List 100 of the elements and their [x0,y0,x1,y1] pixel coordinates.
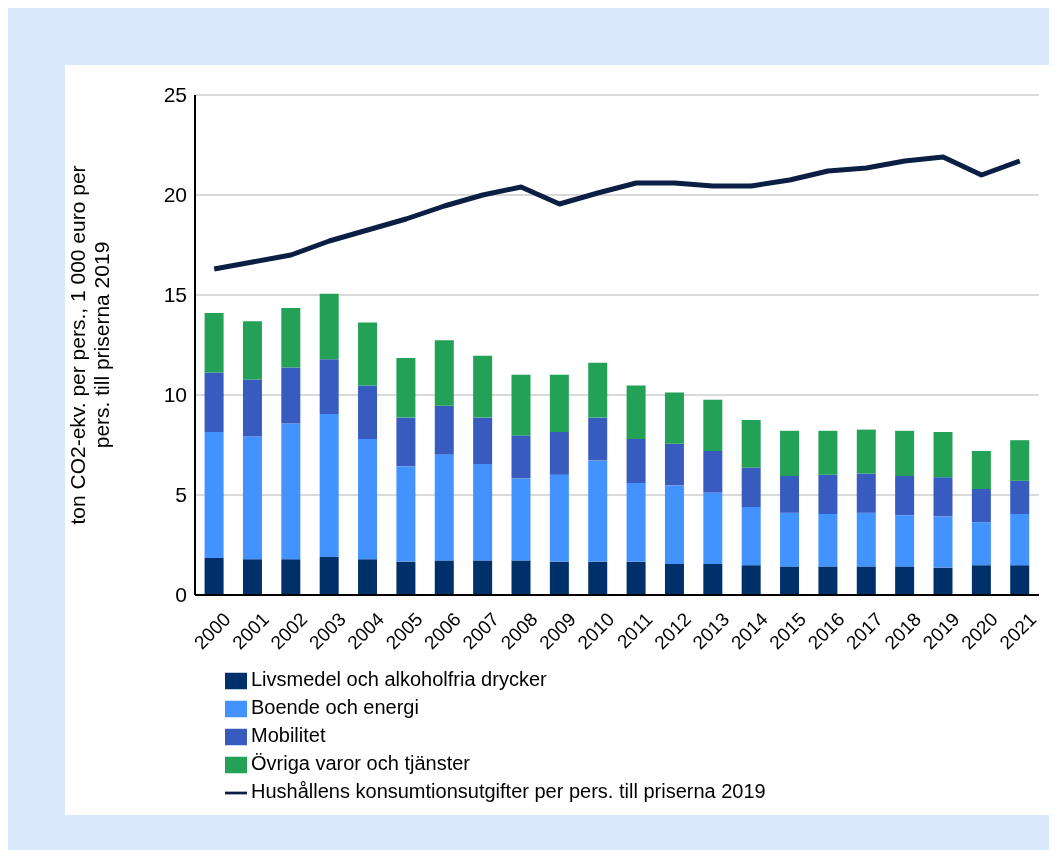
bar [703,399,723,451]
bar [511,560,531,595]
bar [281,559,301,595]
bar [473,464,493,561]
bar [703,492,723,564]
bar [895,430,915,476]
bar [741,507,761,566]
bar [358,559,378,595]
bar [549,374,569,432]
y-tick-label: 0 [175,583,187,607]
bar [856,566,876,595]
bar [703,451,723,493]
bar [281,423,301,560]
bar [473,560,493,595]
bar [818,566,838,595]
bar [204,558,224,595]
bar [319,293,339,360]
bar [1010,480,1030,514]
bar [396,561,416,595]
bar [204,432,224,558]
bar [319,414,339,557]
bar [895,566,915,595]
bar [358,385,378,439]
bar [741,565,761,595]
bar [204,372,224,432]
bar [971,522,991,566]
bar [933,516,953,568]
bar [933,477,953,517]
bar [473,355,493,418]
bar [971,489,991,523]
bar [319,557,339,595]
bar [703,564,723,595]
bar [895,476,915,516]
bar [588,561,608,595]
bar [434,454,454,561]
bar [588,417,608,461]
legend-label: Boende och energi [251,696,419,718]
bar [434,340,454,406]
bar [626,561,646,595]
bar [664,564,684,595]
bar [1010,514,1030,566]
bar [396,417,416,467]
bar [741,420,761,468]
bar [396,466,416,562]
bar [204,313,224,373]
bar [856,473,876,513]
bar [933,567,953,595]
y-tick-label: 10 [163,383,187,407]
bar [549,561,569,595]
legend-label: Mobilitet [251,724,326,746]
bar [511,374,531,436]
bar [780,512,800,567]
bar [626,439,646,483]
y-tick-label: 20 [163,183,187,207]
bar [358,322,378,386]
bar [971,565,991,595]
legend-label: Livsmedel och alkoholfria drycker [251,668,547,690]
bar [626,385,646,439]
bar [741,467,761,507]
bar [856,512,876,567]
bar [664,485,684,564]
y-tick-label: 5 [175,483,187,507]
bar [358,439,378,560]
legend-label: Övriga varor och tjänster [251,752,470,774]
bar [281,308,301,368]
bar [242,559,262,595]
bar [319,359,339,414]
bar [511,435,531,479]
bar [856,429,876,474]
bar [895,515,915,567]
bar [434,405,454,455]
y-tick-label: 25 [163,83,187,107]
bar [664,392,684,444]
bar [242,321,262,380]
bar [549,474,569,562]
bar [1010,565,1030,595]
bar [818,514,838,567]
bar [818,474,838,514]
bar [588,460,608,562]
y-axis-title: ton CO2-ekv. per pers., 1 000 euro per pers. till priserna 2019 [66,165,113,525]
bar [626,483,646,562]
bar [242,436,262,560]
bar [281,367,301,424]
bar [473,417,493,464]
bar [1010,440,1030,481]
bar [971,451,991,489]
bar [549,432,569,475]
bar [818,430,838,475]
bar [780,476,800,513]
bar [780,566,800,595]
bar [780,430,800,476]
bar [242,379,262,437]
bar [933,432,953,478]
bar [434,560,454,595]
bar [588,362,608,418]
bar [511,478,531,561]
bar [396,358,416,418]
bar [664,443,684,486]
legend-label: Hushållens konsumtionsutgifter per pers. till priserna 2019 [251,780,766,802]
y-tick-label: 15 [163,283,187,307]
